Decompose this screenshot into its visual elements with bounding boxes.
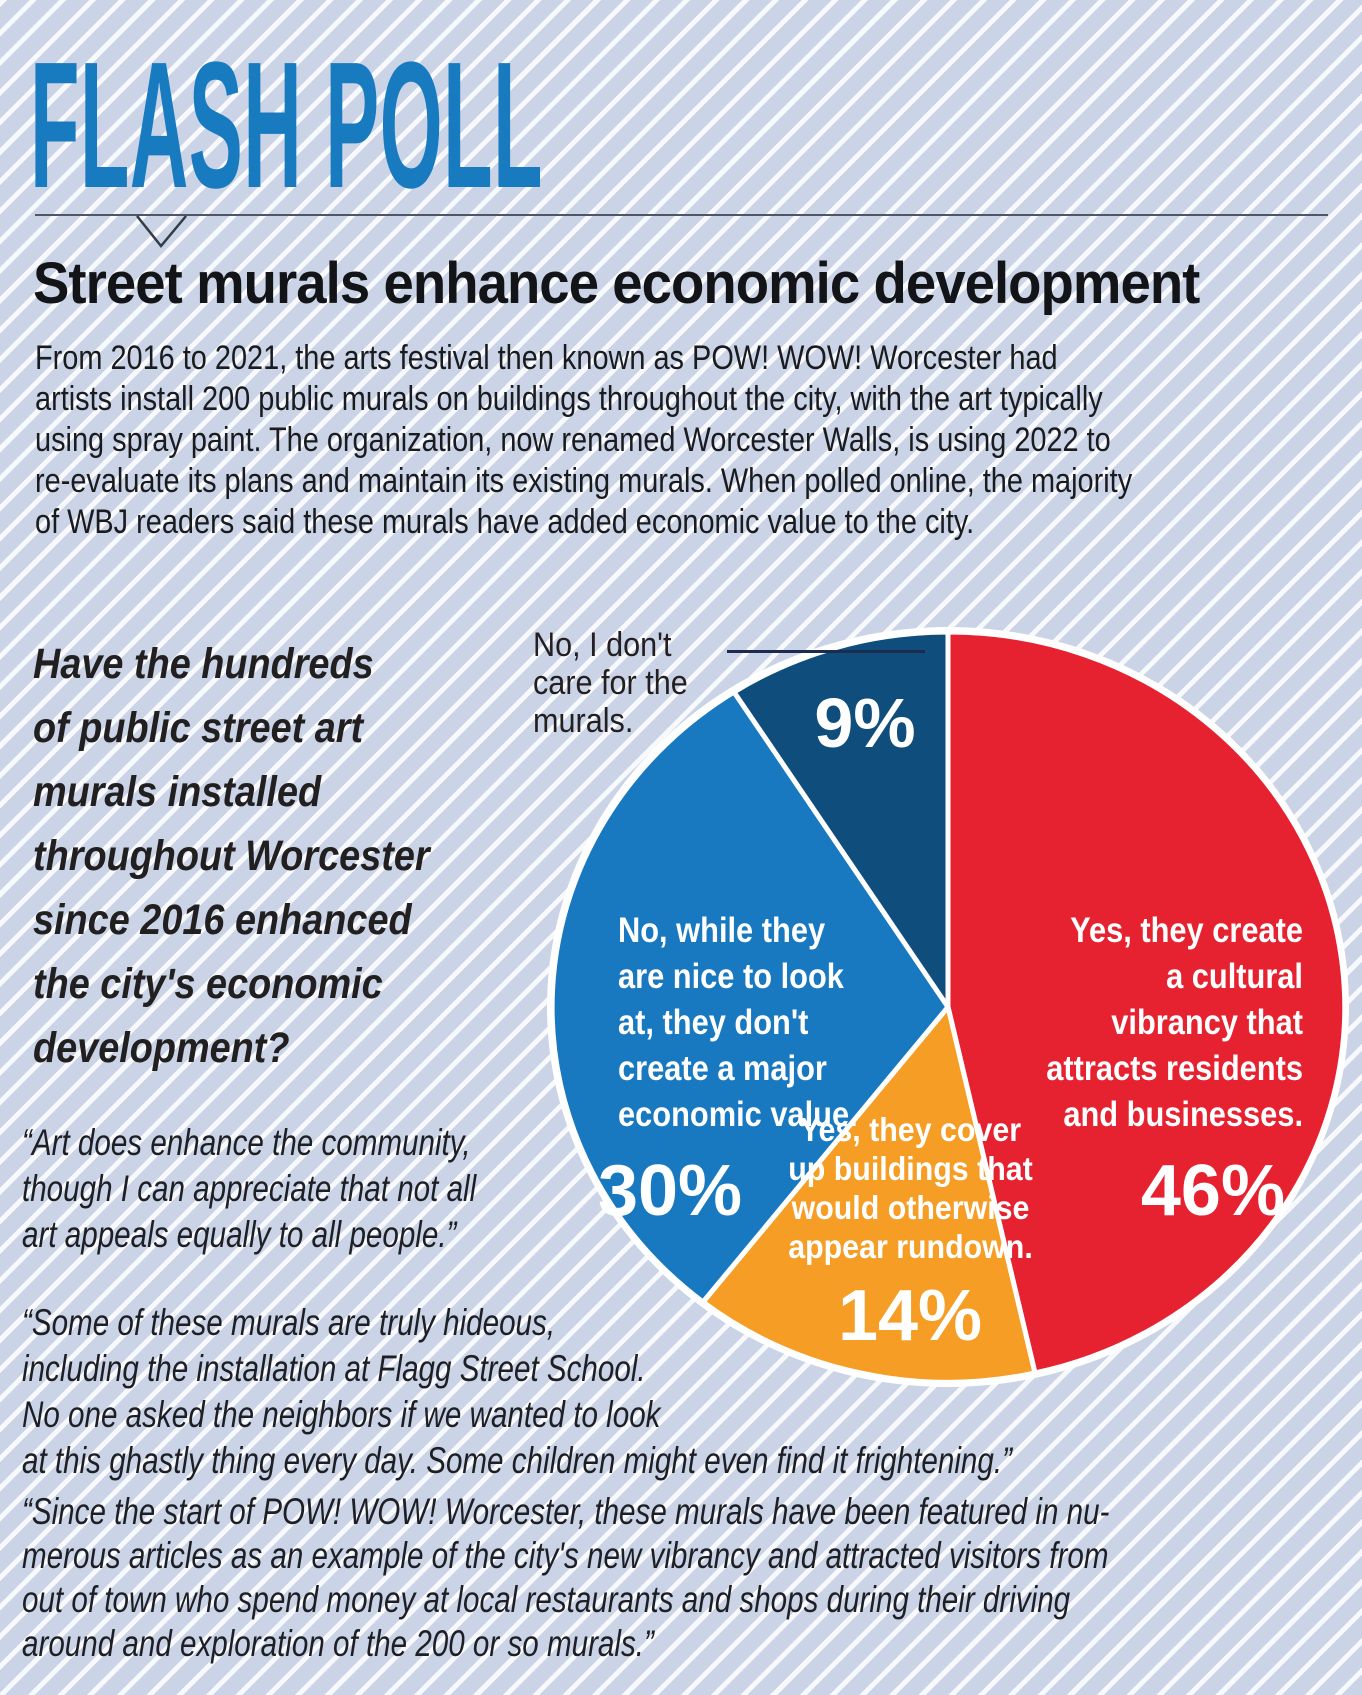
callout-leader-line [727,650,925,653]
masthead-title: FLASH POLL [30,25,543,226]
pct-label-yes-coverup: 14% [837,1276,983,1356]
masthead-divider [35,214,1328,248]
pie-slice-no-value [549,689,951,1305]
slice-label-yes-vibrancy: Yes, they create a cultural vibrancy that a… [1046,911,1303,1134]
pct-label-yes-vibrancy: 46% [1140,1151,1285,1231]
reader-quote-1: “Art does enhance the community, though I… [22,1122,477,1255]
pie-slice-yes-coverup [700,1004,1038,1385]
pct-label-no-care: 9% [814,684,916,762]
divider-notch-icon [136,215,187,248]
page-title: Street murals enhance economic developme… [33,251,1200,316]
pie-slice-no-care [731,629,951,1010]
reader-quote-3: “Since the start of POW! WOW! Worcester,… [22,1491,1110,1664]
poll-question: Have the hundreds of public street art mur… [33,640,430,1072]
slice-label-yes-coverup: Yes, they cover up buildings that would ot… [788,1111,1033,1265]
pct-label-no-value: 30% [597,1151,743,1231]
intro-paragraph: From 2016 to 2021, the arts festival the… [35,339,1133,541]
slice-callout-no-care: No, I don't care for the murals. [533,626,688,740]
pie-slice-yes-vibrancy [945,629,1348,1376]
slice-label-no-value: No, while they are nice to look at, they d… [618,911,858,1134]
poll-pie-chart [547,627,1349,1387]
reader-quote-2: “Some of these murals are truly hideous,… [22,1302,1012,1481]
